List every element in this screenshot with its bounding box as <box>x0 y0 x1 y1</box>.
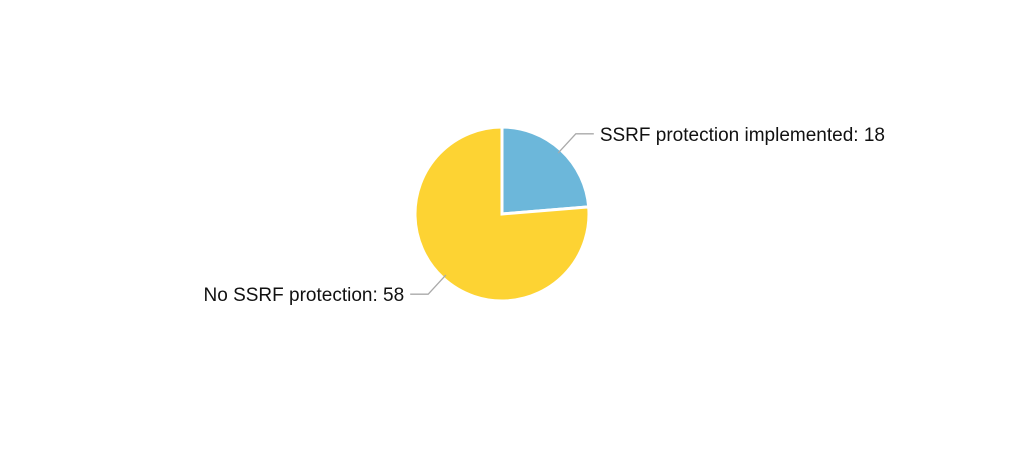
slice-ssrf-protection-implemented <box>500 125 591 216</box>
pie-slices <box>413 125 591 303</box>
slice-ssrf-protection-implemented-label: SSRF protection implemented: 18 <box>600 125 885 146</box>
pie-leader-lines <box>410 133 594 295</box>
slice-no-ssrf-protection-leader-line <box>410 274 447 295</box>
slice-ssrf-protection-implemented-leader-line <box>557 133 594 154</box>
slice-no-ssrf-protection-label: No SSRF protection: 58 <box>204 285 405 306</box>
pie-labels: SSRF protection implemented: 18 No SSRF p… <box>204 125 885 306</box>
